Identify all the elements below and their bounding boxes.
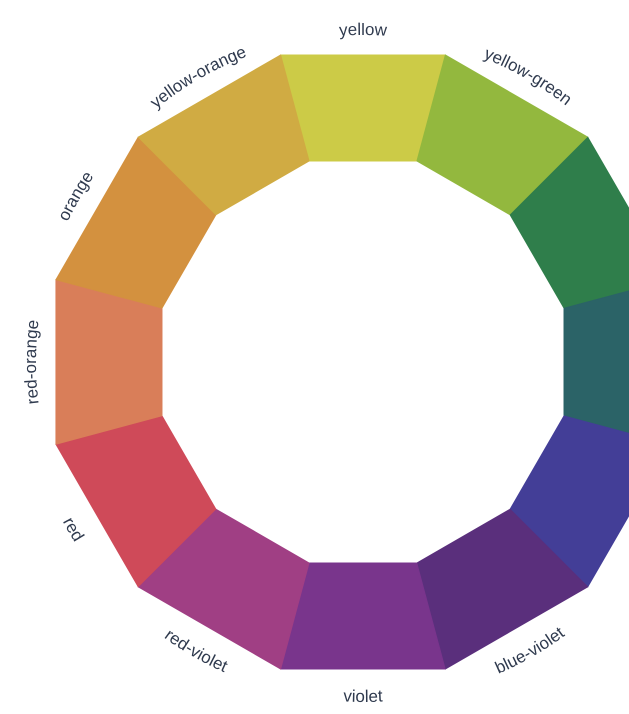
- label-red-orange-text: red-orange: [21, 319, 43, 406]
- label-red-orange: red-orange: [21, 319, 43, 406]
- label-violet-text: violet: [343, 686, 383, 706]
- label-red: red: [59, 514, 88, 545]
- label-yellow: yellow: [338, 20, 388, 40]
- label-yellow-text: yellow: [338, 20, 388, 40]
- segment-violet: [280, 562, 446, 670]
- label-orange: orange: [54, 168, 97, 224]
- segment-yellow-orange: [137, 54, 310, 216]
- segment-yellow: [280, 54, 446, 162]
- label-red-text: red: [59, 514, 88, 545]
- color-wheel-segments: [55, 54, 629, 670]
- segment-red-orange: [55, 279, 163, 445]
- label-violet: violet: [343, 686, 383, 706]
- label-orange-text: orange: [54, 168, 97, 224]
